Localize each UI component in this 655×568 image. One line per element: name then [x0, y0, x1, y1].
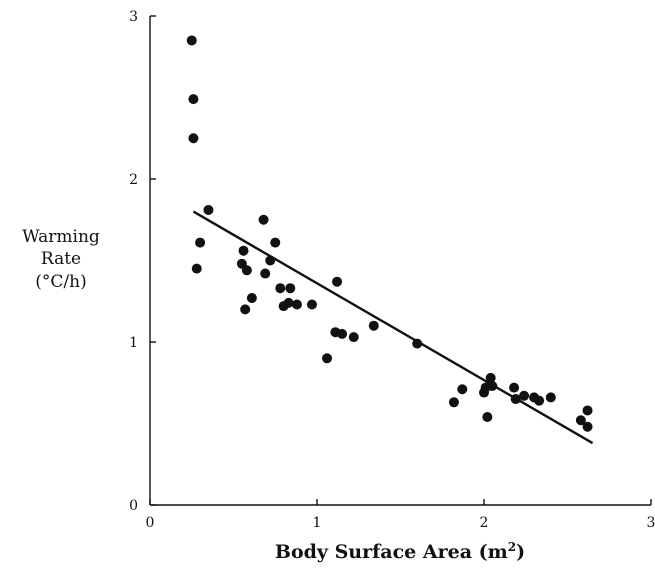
data-point — [582, 405, 593, 416]
data-point — [487, 381, 498, 392]
data-point — [582, 421, 593, 432]
y-tick-label: 2 — [129, 172, 138, 188]
data-point — [368, 320, 379, 331]
data-point — [485, 372, 496, 383]
data-point — [337, 328, 348, 339]
data-point — [575, 415, 586, 426]
y-tick-label: 1 — [129, 335, 138, 351]
data-point — [191, 263, 202, 274]
data-point — [260, 268, 271, 279]
y-tick-label: 0 — [129, 498, 138, 514]
data-point — [332, 276, 343, 287]
y-axis-title-line-2: Rate — [41, 249, 81, 269]
data-point — [482, 411, 493, 422]
data-point — [188, 133, 199, 144]
ticks: 0 1 2 3 0 1 2 3 — [129, 9, 655, 531]
data-points — [186, 35, 593, 432]
data-point — [238, 245, 249, 256]
trend-line — [192, 210, 594, 445]
data-point — [509, 382, 520, 393]
x-tick-label: 2 — [480, 515, 489, 531]
x-tick-label: 0 — [146, 515, 155, 531]
y-axis-title-line-1: Warming — [22, 227, 100, 247]
x-axis-title-main: Body Surface Area (m — [275, 541, 508, 563]
data-point — [457, 384, 468, 395]
data-point — [510, 394, 521, 405]
data-point — [545, 392, 556, 403]
x-tick-label: 1 — [313, 515, 322, 531]
data-point — [195, 237, 206, 248]
y-axis-title: Warming Rate (°C/h) — [22, 227, 100, 292]
data-point — [285, 283, 296, 294]
data-point — [534, 395, 545, 406]
x-axis-title-suffix: ) — [516, 541, 525, 563]
data-point — [448, 397, 459, 408]
data-point — [322, 353, 333, 364]
x-tick-label: 3 — [647, 515, 655, 531]
data-point — [348, 332, 359, 343]
data-point — [412, 338, 423, 349]
data-point — [188, 94, 199, 105]
y-tick-label: 3 — [129, 9, 138, 25]
data-point — [246, 292, 257, 303]
data-point — [275, 283, 286, 294]
data-point — [291, 299, 302, 310]
data-point — [519, 390, 530, 401]
x-axis-title-superscript: 2 — [508, 540, 516, 554]
x-axis-title: Body Surface Area (m2) — [275, 540, 525, 563]
data-point — [186, 35, 197, 46]
data-point — [306, 299, 317, 310]
data-point — [203, 204, 214, 215]
data-point — [240, 304, 251, 315]
y-axis-title-line-3: (°C/h) — [35, 272, 86, 292]
data-point — [258, 214, 269, 225]
data-point — [270, 237, 281, 248]
data-point — [283, 297, 294, 308]
data-point — [265, 255, 276, 266]
data-point — [241, 265, 252, 276]
axes — [149, 16, 651, 506]
